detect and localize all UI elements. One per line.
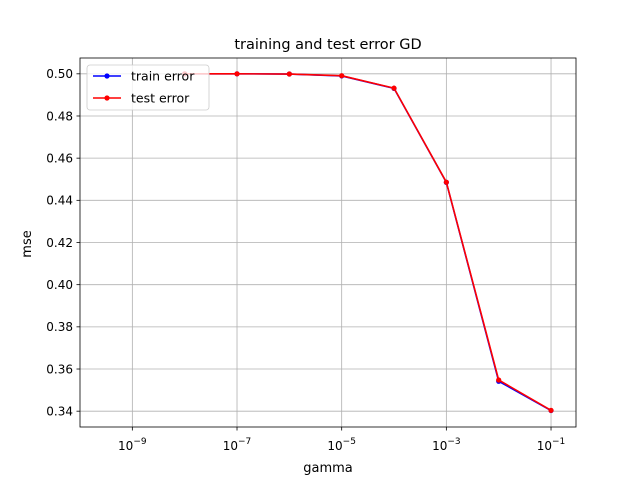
legend: train error test error [86, 64, 210, 111]
x-axis-label: gamma [303, 461, 353, 476]
y-tick-label: 0.44 [46, 194, 73, 208]
y-tick-label: 0.50 [46, 67, 73, 81]
x-tick-label: 10−5 [327, 437, 356, 453]
series-point-1 [548, 407, 554, 413]
x-tick-label: 10−3 [432, 437, 461, 453]
legend-marker [104, 95, 110, 101]
x-tick-label: 10−7 [223, 437, 252, 453]
y-tick-label: 0.40 [46, 278, 73, 292]
ticks: 10−9 10−7 10−5 10−3 10−1 0.34 0.36 0.38 0.40 0.42… [46, 67, 565, 453]
y-tick-label: 0.48 [46, 109, 73, 123]
legend-marker [104, 73, 110, 79]
series-line-1 [184, 73, 552, 412]
series-point-1 [443, 179, 449, 185]
y-tick-label: 0.34 [46, 404, 73, 418]
series-layer [182, 71, 554, 414]
y-tick-label: 0.36 [46, 362, 73, 376]
series-point-1 [286, 71, 292, 77]
y-axis-label: mse [20, 230, 35, 257]
y-tick-label: 0.38 [46, 320, 73, 334]
series-point-1 [234, 71, 240, 77]
y-tick-label: 0.42 [46, 236, 73, 250]
y-tick-label: 0.46 [46, 151, 73, 165]
chart-title: training and test error GD [234, 37, 421, 53]
series-point-1 [391, 85, 397, 91]
x-tick-label: 10−9 [118, 437, 147, 453]
series-point-1 [339, 73, 345, 79]
series-point-1 [496, 377, 502, 383]
grid [80, 58, 576, 427]
legend-label: test error [131, 91, 190, 106]
legend-label: train error [131, 69, 195, 84]
x-tick-label: 10−1 [537, 437, 566, 453]
